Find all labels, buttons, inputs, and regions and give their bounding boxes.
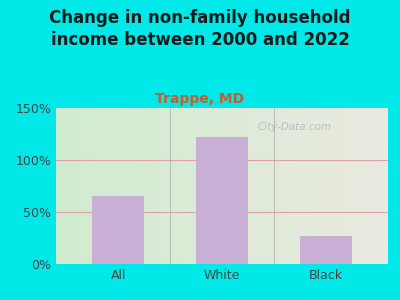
Bar [196,137,248,264]
Bar [92,196,144,264]
Text: Change in non-family household
income between 2000 and 2022: Change in non-family household income be… [49,9,351,49]
Bar [300,236,352,264]
Text: Trappe, MD: Trappe, MD [156,92,244,106]
Text: City-Data.com: City-Data.com [258,122,332,132]
